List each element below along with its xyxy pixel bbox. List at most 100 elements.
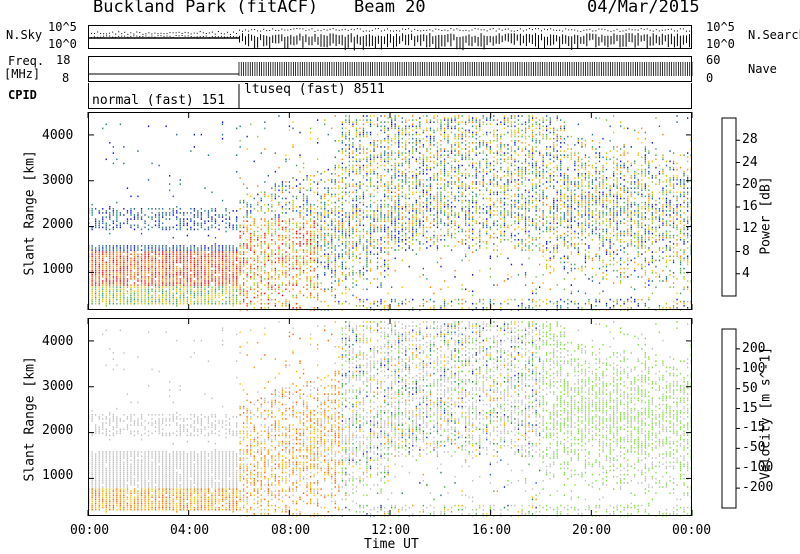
velocity-cell [112, 368, 114, 371]
nsky-dot [320, 30, 322, 32]
power-cell [105, 265, 107, 268]
power-cell [126, 263, 129, 266]
velocity-cell [116, 416, 118, 418]
nsky-dot [646, 28, 648, 30]
velocity-cell [95, 478, 97, 480]
power-cell [119, 302, 121, 305]
velocity-cell [112, 473, 114, 476]
nsky-dot [103, 33, 105, 35]
nsky-dot [423, 29, 425, 31]
velocity-cell [126, 508, 129, 511]
velocity-cell [112, 434, 114, 437]
velocity-cell [126, 475, 129, 478]
nsearch-bar [586, 33, 588, 47]
power-cell [130, 259, 132, 262]
power-cell [102, 288, 104, 291]
power-cell [116, 220, 118, 222]
velocity-cell [116, 469, 118, 472]
nsearch-bar [480, 33, 482, 47]
power-cell [98, 269, 100, 272]
nsky-dot [94, 33, 95, 34]
nsearch-bar [281, 34, 283, 42]
nsky-dot [193, 32, 195, 34]
velocity-cell [130, 484, 132, 486]
power-cell [98, 267, 100, 270]
power-cell [95, 298, 97, 301]
power-cell [98, 288, 100, 291]
power-cell [126, 251, 129, 253]
nsearch-dot [211, 36, 213, 37]
velocity-cell [95, 498, 97, 501]
velocity-cell [98, 504, 100, 507]
nsearch-bar [242, 33, 243, 42]
power-cell [126, 300, 129, 303]
power-cell [126, 272, 129, 274]
velocity-cell [95, 414, 97, 416]
power-cell [130, 214, 132, 216]
power-cell [102, 249, 104, 251]
power-cell [102, 272, 104, 274]
power-cell [109, 265, 111, 268]
power-cell [102, 261, 104, 264]
power-cell [105, 288, 107, 291]
nsky-dot [344, 28, 346, 30]
power-cell [102, 212, 104, 214]
power-cell [123, 296, 125, 299]
velocity-cell [91, 463, 93, 466]
power-cell [109, 212, 111, 214]
nsearch-dot [118, 35, 120, 37]
nsky-dot [115, 33, 117, 35]
velocity-cell [123, 504, 125, 507]
power-cell [109, 272, 111, 274]
nsky-dot [308, 29, 310, 31]
nsearch-bar [390, 34, 391, 43]
nsearch-bar [245, 36, 246, 45]
nsky-dot [414, 28, 416, 30]
nsearch-bar [335, 34, 337, 47]
velocity-cell [91, 475, 93, 478]
power-cell [98, 292, 100, 295]
nsearch-dot [169, 35, 171, 37]
velocity-cell [109, 414, 111, 416]
power-cell [126, 269, 129, 272]
nsearch-bar [538, 35, 539, 49]
nsky-dot [471, 29, 473, 31]
power-cell [95, 253, 97, 255]
nsky-dot [341, 29, 343, 31]
power-cell [91, 278, 93, 280]
velocity-cell [123, 451, 125, 453]
velocity-cell [98, 508, 100, 511]
power-cell [91, 290, 93, 293]
nsearch-bar [260, 34, 262, 41]
nsearch-bar [559, 36, 561, 49]
velocity-cell [105, 511, 107, 513]
nsearch-bar [628, 33, 630, 42]
velocity-cell [123, 463, 125, 466]
power-cell [126, 267, 129, 270]
power-cell [116, 253, 118, 255]
nsearch-bar [362, 35, 364, 50]
velocity-cell [116, 420, 118, 422]
velocity-cell [112, 504, 114, 507]
freq-tick-top: 18 [56, 53, 71, 67]
power-cell [130, 249, 132, 251]
power-cell [98, 286, 100, 288]
power-cell [102, 298, 104, 301]
power-cell [112, 251, 114, 253]
nsearch-bar [556, 35, 558, 42]
velocity-cell [102, 506, 104, 509]
nsearch-dot [100, 36, 102, 38]
nsearch-bar [459, 36, 461, 50]
nsearch-dot [220, 35, 222, 37]
power-cell [109, 255, 111, 258]
velocity-cell [126, 473, 129, 476]
nsearch-bar [405, 34, 407, 45]
power-cell [116, 216, 118, 218]
nsky-dot [399, 30, 401, 32]
nsearch-bar [592, 33, 594, 40]
nsearch-dot [151, 35, 153, 37]
velocity-cell [91, 465, 93, 468]
velocity-cell [91, 453, 93, 455]
power-cell [130, 224, 132, 227]
power-cell [112, 278, 114, 280]
